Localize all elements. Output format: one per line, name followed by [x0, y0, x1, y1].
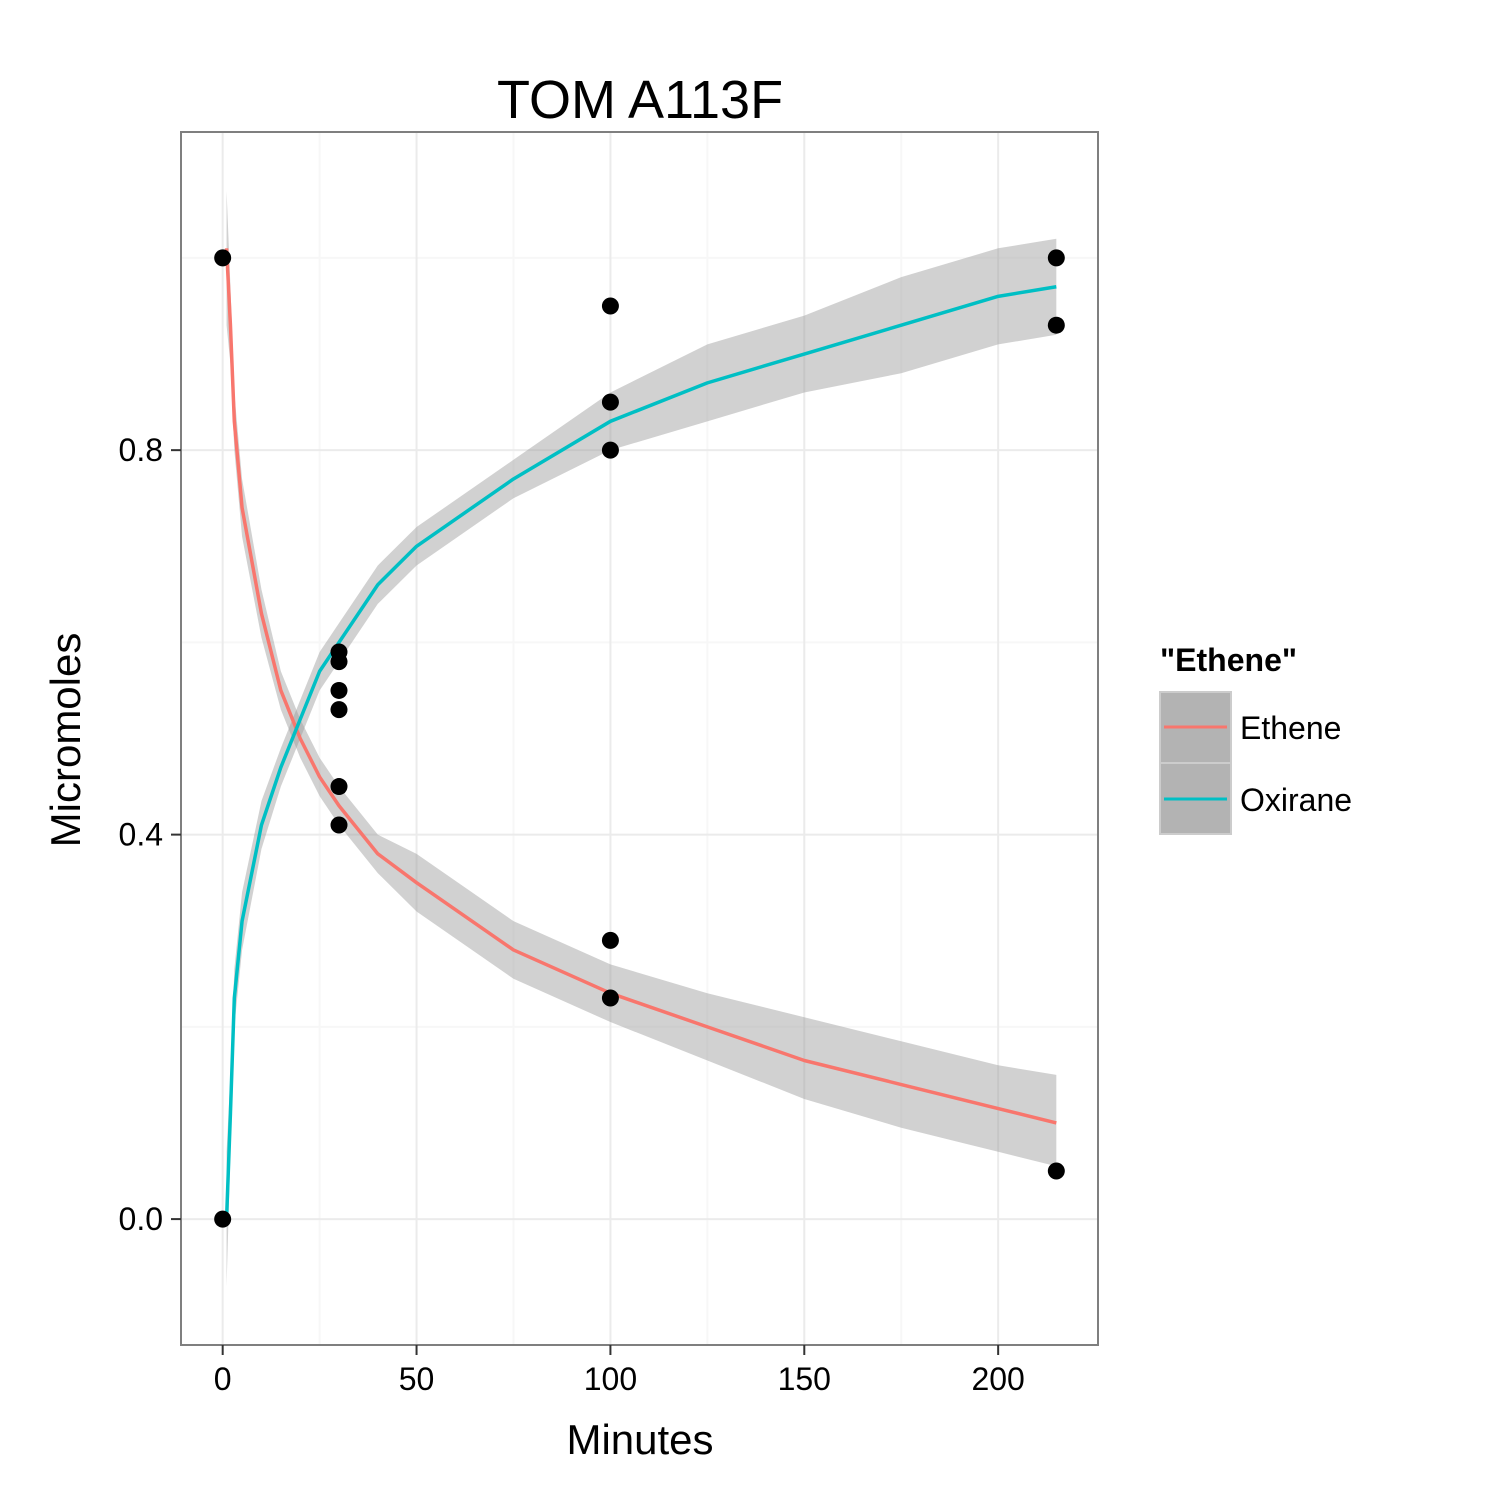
data-point — [601, 989, 619, 1007]
band-oxirane — [226, 238, 1057, 1287]
confidence-bands — [226, 190, 1057, 1287]
data-point — [1047, 249, 1065, 267]
legend-title: "Ethene" — [1160, 642, 1297, 678]
legend-label-ethene: Ethene — [1240, 710, 1341, 746]
data-point — [601, 441, 619, 459]
data-point — [601, 297, 619, 315]
x-tick-label: 100 — [584, 1361, 637, 1397]
line-ethene — [224, 248, 1057, 1125]
data-point — [330, 701, 348, 719]
data-point — [214, 1210, 232, 1228]
data-point — [330, 778, 348, 796]
x-tick-label: 0 — [214, 1361, 232, 1397]
data-point — [330, 653, 348, 671]
grid-minor-lines — [181, 132, 1098, 1345]
x-tick-label: 150 — [778, 1361, 831, 1397]
data-point — [1047, 316, 1065, 334]
x-tick-label: 200 — [971, 1361, 1024, 1397]
data-point — [1047, 1162, 1065, 1180]
data-point — [214, 249, 232, 267]
panel-border — [180, 131, 1099, 1346]
data-points — [214, 249, 1065, 1228]
y-axis-title: Micromoles — [42, 633, 89, 848]
band-ethene — [226, 190, 1057, 1167]
data-point — [330, 681, 348, 699]
x-axis-title: Minutes — [566, 1416, 713, 1463]
data-point — [601, 393, 619, 411]
y-tick-label: 0.4 — [119, 817, 163, 853]
chart-title: TOM A113F — [497, 70, 783, 130]
grid-major-lines — [181, 132, 1098, 1345]
fit-lines — [224, 248, 1057, 1220]
legend-entry-oxirane: Oxirane — [1159, 762, 1352, 835]
line-oxirane — [224, 285, 1057, 1220]
y-tick-label: 0.8 — [119, 432, 163, 468]
y-tick-label: 0.0 — [119, 1201, 163, 1237]
legend-entry-ethene: Ethene — [1159, 691, 1341, 764]
data-point — [330, 816, 348, 834]
panel-background — [181, 132, 1098, 1345]
x-tick-label: 50 — [399, 1361, 435, 1397]
y-axis-ticks: 0.0 0.4 0.8 — [119, 432, 181, 1237]
legend: "Ethene" Ethene Oxirane — [1159, 642, 1352, 835]
data-point — [601, 931, 619, 949]
legend-label-oxirane: Oxirane — [1240, 782, 1352, 818]
x-axis-ticks: 0 50 100 150 200 — [214, 1345, 1025, 1397]
